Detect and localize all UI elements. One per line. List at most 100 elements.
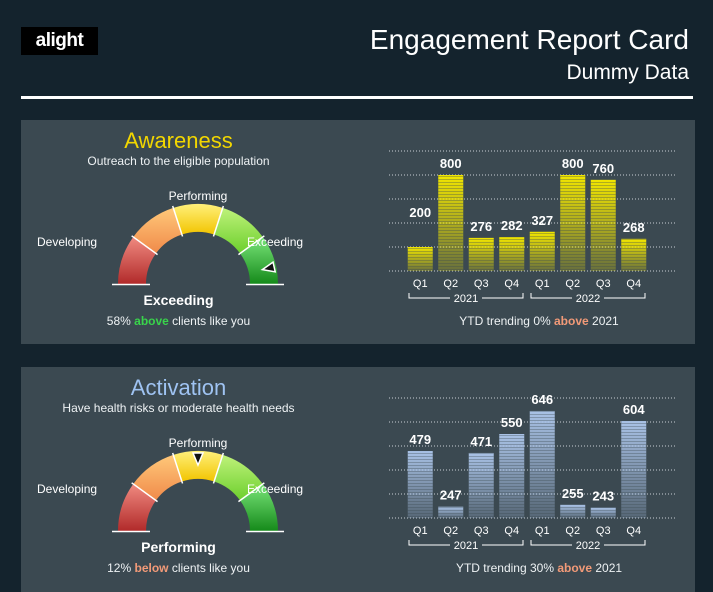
gauge-segment (240, 236, 278, 284)
gauge-status: Performing (141, 539, 216, 555)
bar-value-label: 276 (470, 219, 492, 234)
awareness-panel: Awareness Outreach to the eligible popul… (21, 120, 695, 344)
page-subtitle: Dummy Data (566, 61, 689, 84)
client-comparison: 12% below clients like you (21, 561, 336, 575)
bar-texture (529, 410, 555, 518)
bar-texture (438, 175, 464, 271)
group-label: 2021 (454, 293, 478, 305)
bar-texture (560, 175, 586, 271)
bar-value-label: 268 (623, 220, 645, 235)
group-label: 2021 (454, 540, 478, 552)
gauge-divider (212, 452, 225, 484)
trend-suffix: 2021 (592, 561, 623, 575)
gauge-divider (212, 205, 225, 237)
header-divider (21, 96, 693, 99)
category-label: Q3 (596, 525, 611, 537)
trend-prefix: YTD trending 30% (455, 561, 558, 575)
gauge-pointer-icon (191, 452, 205, 467)
gauge-segment (214, 454, 263, 501)
bar-texture (499, 434, 525, 518)
gauge-divider (238, 482, 265, 503)
group-label: 2022 (576, 540, 600, 552)
category-label: Q3 (596, 278, 611, 290)
group-label-bg (572, 291, 604, 303)
category-label: Q1 (535, 525, 550, 537)
panel-title: Awareness (124, 128, 233, 153)
bar-value-label: 255 (562, 486, 584, 501)
bar-value-label: 471 (470, 434, 492, 449)
bar-value-label: 200 (409, 205, 431, 220)
gauge-segment (133, 454, 182, 501)
bar-texture (590, 507, 616, 518)
bar-value-label: 282 (501, 218, 523, 233)
bar-texture (468, 237, 494, 271)
bar-texture (621, 238, 647, 271)
gauge-segment (118, 483, 156, 531)
group-label: 2022 (576, 293, 600, 305)
group-label-bg (450, 291, 482, 303)
gauge-divider (131, 235, 158, 256)
compare-suffix: clients like you (168, 314, 251, 328)
category-label: Q3 (474, 525, 489, 537)
bar-texture (529, 231, 555, 271)
ytd-trend: YTD trending 0% above 2021 (389, 314, 689, 328)
bar-value-label: 646 (531, 392, 553, 407)
bar-texture (590, 179, 616, 271)
alight-logo: alight (21, 27, 98, 55)
bar-texture (621, 421, 647, 518)
awareness-gauge: Developing Performing Exceeding (37, 189, 303, 286)
gauge-label-developing: Developing (37, 235, 97, 249)
bar-value-label: 800 (440, 156, 462, 171)
gauge-segment (133, 207, 182, 254)
ytd-trend: YTD trending 30% above 2021 (389, 561, 689, 575)
category-label: Q2 (565, 525, 580, 537)
bar-texture (438, 506, 464, 518)
awareness-bar-chart: 200 Q1 800 Q2 276 Q3 282 Q4 327 Q1 800 Q2 760 Q3 268 Q4… (389, 150, 677, 305)
category-label: Q4 (504, 525, 519, 537)
bar-texture (407, 247, 433, 271)
bar-value-label: 550 (501, 415, 523, 430)
gauge-label-performing: Performing (169, 189, 228, 203)
category-label: Q2 (443, 278, 458, 290)
group-label-bg (572, 538, 604, 550)
bar-value-label: 243 (592, 489, 614, 504)
gauge-status: Exceeding (143, 292, 214, 308)
activation-bar-chart: 479 Q1 247 Q2 471 Q3 550 Q4 646 Q1 255 Q2 243 Q3 604 Q4… (389, 392, 677, 552)
compare-prefix: 58% (106, 314, 135, 328)
bar-value-label: 479 (409, 432, 431, 447)
gauge-divider (171, 452, 184, 484)
trend-suffix: 2021 (588, 314, 619, 328)
gauge-divider (131, 482, 158, 503)
bar-value-label: 800 (562, 156, 584, 171)
gauge-segment (118, 236, 156, 284)
group-label-bg (450, 538, 482, 550)
category-label: Q4 (504, 278, 519, 290)
gauge-divider (171, 205, 184, 237)
category-label: Q3 (474, 278, 489, 290)
trend-direction: above (554, 314, 589, 328)
category-label: Q1 (413, 525, 428, 537)
compare-direction: below (134, 561, 169, 575)
client-comparison: 58% above clients like you (21, 314, 336, 328)
bar-value-label: 247 (440, 488, 462, 503)
compare-direction: above (134, 314, 169, 328)
compare-suffix: clients like you (168, 561, 250, 575)
gauge-divider (238, 235, 265, 256)
compare-prefix: 12% (107, 561, 135, 575)
activation-panel: Activation Have health risks or moderate… (21, 367, 695, 592)
panel-title: Activation (130, 375, 227, 400)
gauge-segment (214, 207, 263, 254)
gauge-label-exceeding: Exceeding (247, 482, 303, 496)
gauge-label-performing: Performing (169, 436, 228, 450)
gauge-label-exceeding: Exceeding (247, 235, 303, 249)
panel-subtitle: Have health risks or moderate health nee… (62, 401, 295, 415)
bar-texture (407, 451, 433, 518)
bar-value-label: 760 (592, 161, 614, 176)
category-label: Q4 (626, 525, 641, 537)
bar-texture (560, 504, 586, 518)
bar-value-label: 327 (531, 213, 553, 228)
category-label: Q4 (626, 278, 641, 290)
bar-texture (468, 452, 494, 518)
bar-value-label: 604 (623, 402, 645, 417)
gauge-label-developing: Developing (37, 482, 97, 496)
